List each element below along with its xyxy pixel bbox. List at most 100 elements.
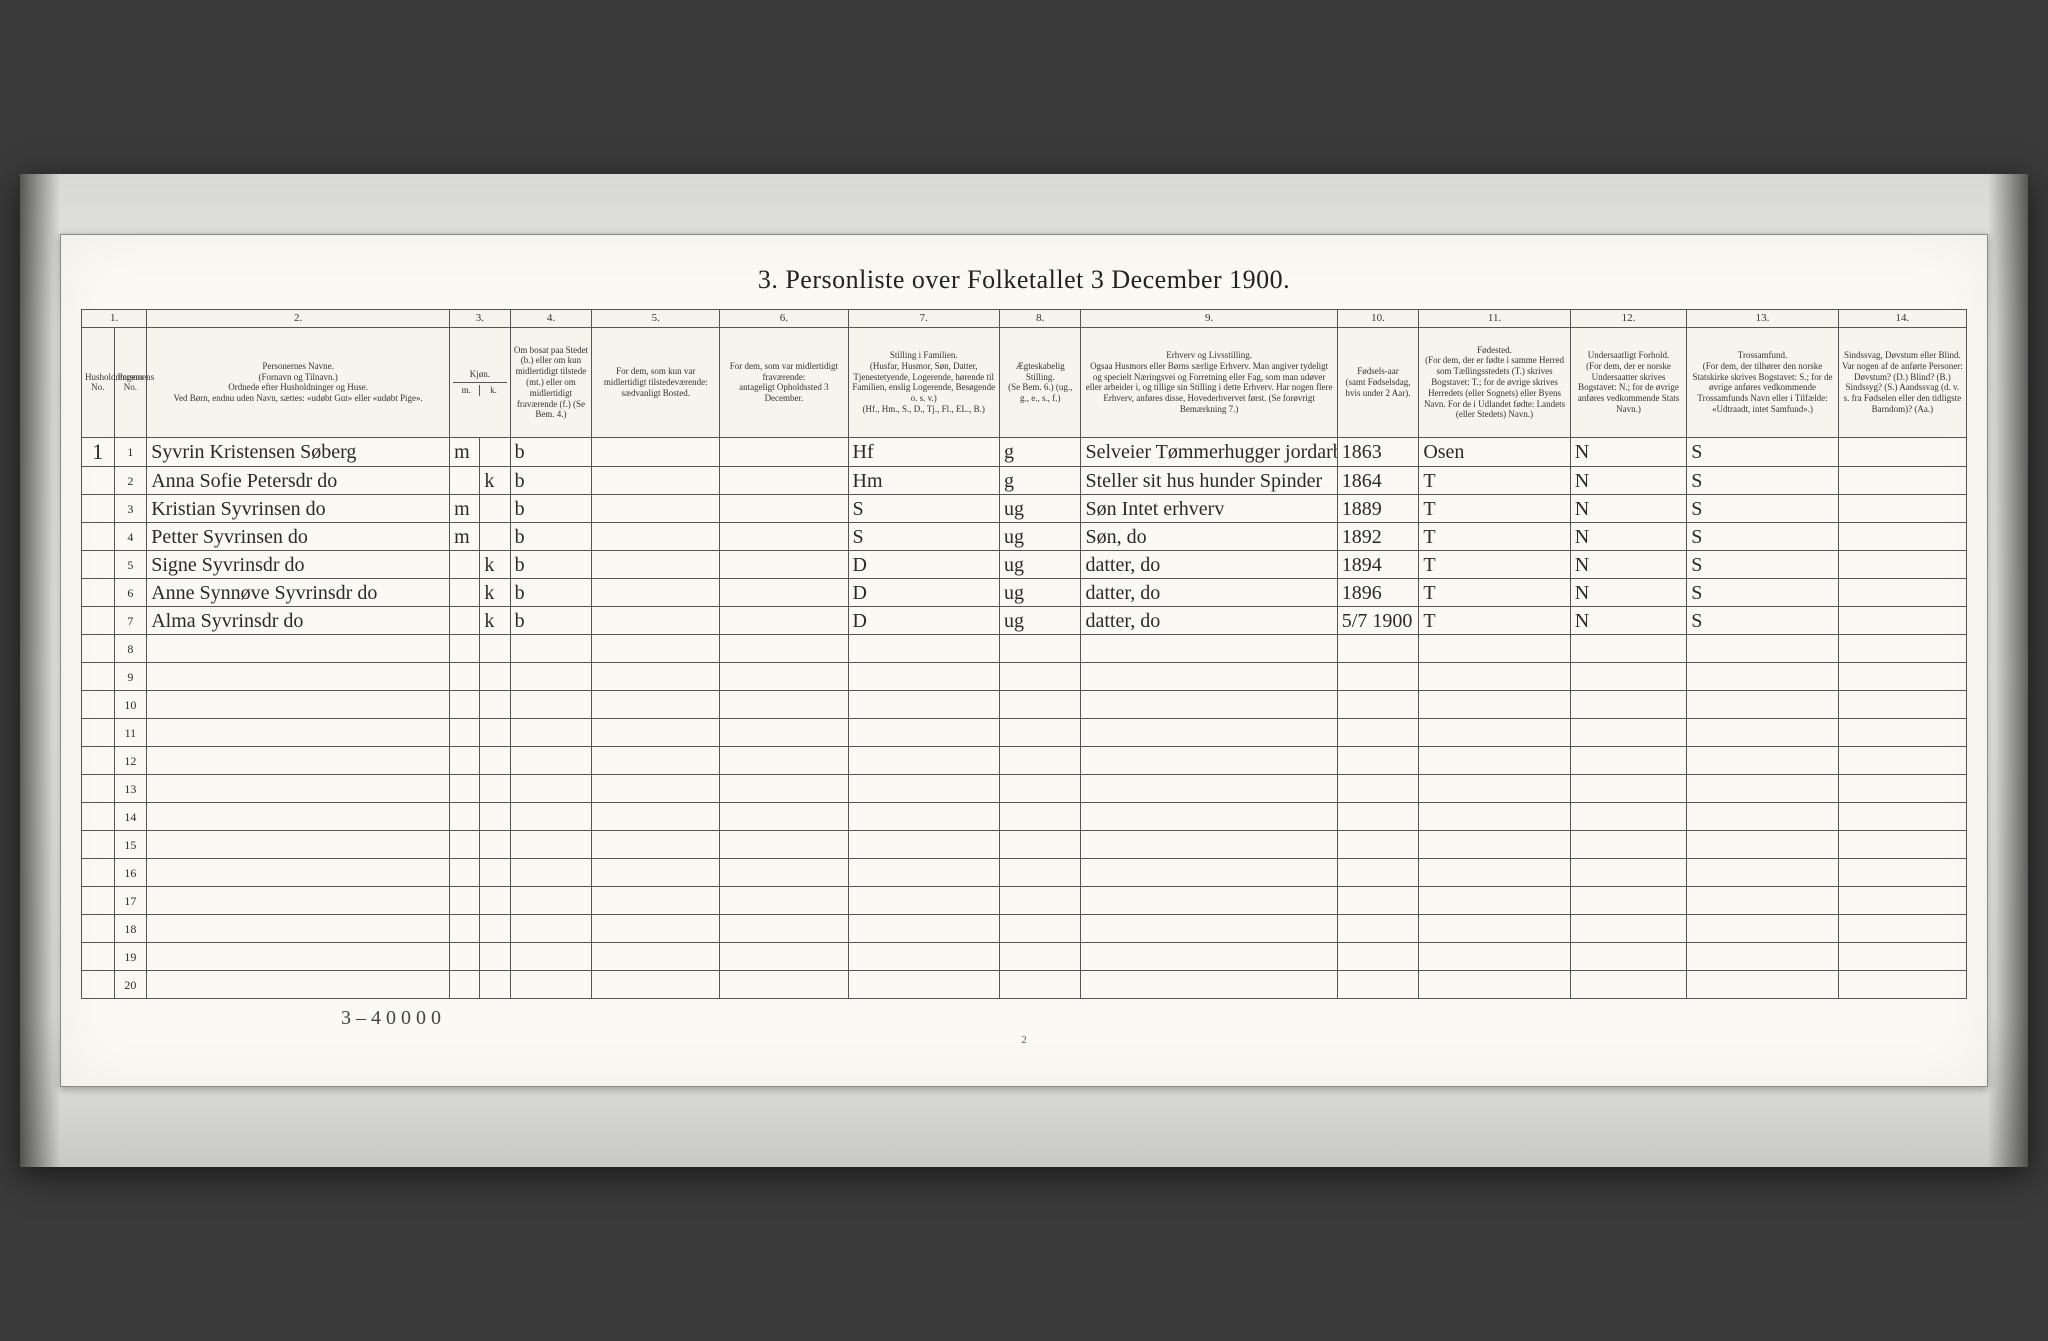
col-header: Husholdningens No.: [82, 327, 115, 437]
cell: [1687, 747, 1838, 775]
cell: [1570, 747, 1687, 775]
cell: [1419, 803, 1570, 831]
table-row: 10: [82, 691, 1967, 719]
cell: [1838, 523, 1966, 551]
cell: Petter Syvrinsen do: [147, 523, 450, 551]
cell: [510, 971, 592, 999]
table-row: 15: [82, 831, 1967, 859]
cell: [592, 635, 720, 663]
cell: [1570, 719, 1687, 747]
cell: [848, 971, 999, 999]
cell: Søn, do: [1081, 523, 1337, 551]
cell: [1419, 691, 1570, 719]
cell: [147, 663, 450, 691]
cell: [510, 803, 592, 831]
cell: 1892: [1337, 523, 1419, 551]
cell: T: [1419, 523, 1570, 551]
cell: [480, 663, 510, 691]
cell: [147, 831, 450, 859]
table-row: 17: [82, 887, 1967, 915]
cell: [999, 691, 1081, 719]
vignette-right: [1988, 174, 2028, 1168]
cell: 15: [114, 831, 147, 859]
cell: [592, 437, 720, 466]
cell: [1337, 915, 1419, 943]
cell: 17: [114, 887, 147, 915]
cell: [848, 775, 999, 803]
cell: [592, 551, 720, 579]
cell: [1838, 915, 1966, 943]
cell: [1419, 663, 1570, 691]
col-number: 5.: [592, 309, 720, 327]
cell: [1838, 803, 1966, 831]
vignette-left: [20, 174, 60, 1168]
cell: [450, 663, 480, 691]
cell: [82, 635, 115, 663]
cell: [720, 887, 848, 915]
cell: [450, 467, 480, 495]
cell: [510, 887, 592, 915]
cell: [1419, 831, 1570, 859]
cell: 5: [114, 551, 147, 579]
cell: [848, 663, 999, 691]
cell: [592, 803, 720, 831]
cell: [147, 803, 450, 831]
cell: [147, 691, 450, 719]
cell: [1337, 831, 1419, 859]
cell: [1570, 831, 1687, 859]
col-header: For dem, som var midlertidigt fraværende…: [720, 327, 848, 437]
cell: [999, 635, 1081, 663]
cell: [1081, 691, 1337, 719]
cell: [1081, 719, 1337, 747]
cell: N: [1570, 579, 1687, 607]
cell: [592, 691, 720, 719]
cell: [592, 831, 720, 859]
cell: [1337, 691, 1419, 719]
cell: [480, 691, 510, 719]
cell: [848, 691, 999, 719]
cell: [450, 803, 480, 831]
cell: b: [510, 467, 592, 495]
cell: [592, 467, 720, 495]
cell: 5/7 1900: [1337, 607, 1419, 635]
col-number: 4.: [510, 309, 592, 327]
cell: [1419, 719, 1570, 747]
cell: [1838, 663, 1966, 691]
col-header: Ægteskabelig Stilling. (Se Bem. 6.) (ug.…: [999, 327, 1081, 437]
cell: [450, 551, 480, 579]
cell: T: [1419, 467, 1570, 495]
cell: [720, 663, 848, 691]
cell: [592, 607, 720, 635]
cell: datter, do: [1081, 579, 1337, 607]
cell: Signe Syvrinsdr do: [147, 551, 450, 579]
cell: [82, 551, 115, 579]
cell: [82, 607, 115, 635]
cell: S: [848, 523, 999, 551]
cell: [1838, 719, 1966, 747]
cell: b: [510, 579, 592, 607]
cell: [1687, 663, 1838, 691]
cell: 6: [114, 579, 147, 607]
cell: Anne Synnøve Syvrinsdr do: [147, 579, 450, 607]
cell: [1419, 859, 1570, 887]
cell: [450, 943, 480, 971]
cell: D: [848, 579, 999, 607]
cell: [720, 635, 848, 663]
cell: [510, 719, 592, 747]
cell: [82, 719, 115, 747]
cell: [592, 915, 720, 943]
cell: 10: [114, 691, 147, 719]
cell: [147, 971, 450, 999]
cell: [999, 915, 1081, 943]
cell: b: [510, 523, 592, 551]
cell: T: [1419, 495, 1570, 523]
cell: Søn Intet erhverv: [1081, 495, 1337, 523]
cell: T: [1419, 579, 1570, 607]
cell: [480, 859, 510, 887]
cell: [720, 579, 848, 607]
cell: [720, 747, 848, 775]
cell: [999, 831, 1081, 859]
cell: [720, 943, 848, 971]
cell: [1081, 831, 1337, 859]
cell: [480, 495, 510, 523]
